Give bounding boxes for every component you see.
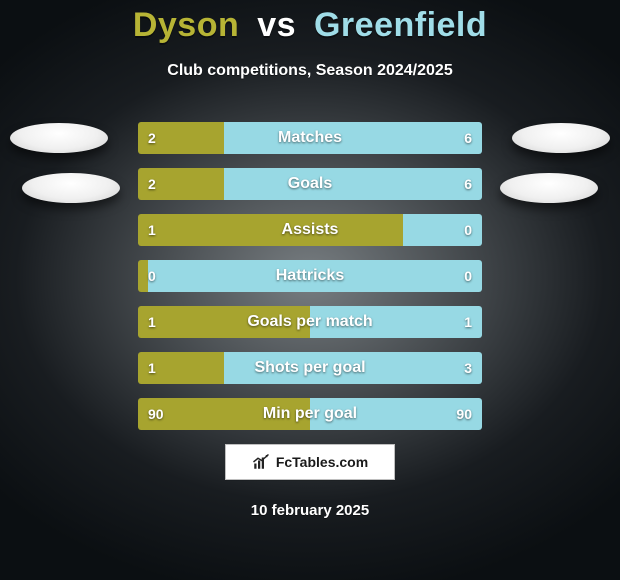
- stat-segment-player1: [138, 352, 224, 384]
- stat-bars-container: Matches26 Goals26 Assists10 Hattricks00 Goal…: [138, 122, 482, 444]
- title-player2: Greenfield: [314, 6, 487, 44]
- stat-segment-player1: [138, 168, 224, 200]
- stat-segment-player1: [138, 398, 310, 430]
- title-player1: Dyson: [133, 6, 239, 44]
- stat-row: Min per goal9090: [138, 398, 482, 430]
- player1-badge-placeholder-secondary: [22, 173, 120, 203]
- stat-segment-player2: [224, 168, 482, 200]
- title-vs: vs: [257, 6, 296, 44]
- player2-badge-placeholder: [512, 123, 610, 153]
- generated-date: 10 february 2025: [0, 502, 620, 519]
- stat-row: Goals26: [138, 168, 482, 200]
- branding-badge: FcTables.com: [225, 444, 395, 480]
- subtitle: Club competitions, Season 2024/2025: [0, 62, 620, 80]
- stat-row: Matches26: [138, 122, 482, 154]
- player1-badge-placeholder: [10, 123, 108, 153]
- stat-segment-player1: [138, 260, 148, 292]
- comparison-title: Dyson vs Greenfield: [0, 6, 620, 45]
- stat-segment-player2: [224, 122, 482, 154]
- stat-row: Shots per goal13: [138, 352, 482, 384]
- chart-icon: [252, 453, 270, 471]
- stat-segment-player2: [310, 306, 482, 338]
- stat-segment-player1: [138, 214, 403, 246]
- stat-segment-player2: [310, 398, 482, 430]
- stat-row: Goals per match11: [138, 306, 482, 338]
- stat-segment-player1: [138, 122, 224, 154]
- branding-text: FcTables.com: [276, 454, 368, 470]
- stat-segment-player2: [224, 352, 482, 384]
- stat-row: Assists10: [138, 214, 482, 246]
- player2-badge-placeholder-secondary: [500, 173, 598, 203]
- stat-segment-player1: [138, 306, 310, 338]
- stat-segment-player2: [148, 260, 482, 292]
- stat-row: Hattricks00: [138, 260, 482, 292]
- stat-segment-player2: [403, 214, 482, 246]
